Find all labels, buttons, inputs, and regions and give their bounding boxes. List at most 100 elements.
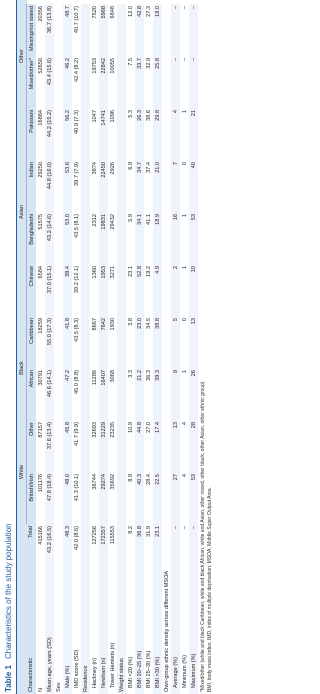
cell: 48.0 [64, 474, 71, 485]
cell: 8.9 [127, 474, 134, 482]
cell: 21.2 [136, 370, 143, 381]
cell: 1047 [91, 110, 98, 123]
cell: 56.2 [64, 110, 71, 121]
cell: 44.2 (15.2) [46, 110, 53, 138]
cell: 31.9 [145, 526, 152, 537]
table-row: Own-group ethnic density across differen… [162, 0, 171, 694]
cell: 34.5 [145, 318, 152, 329]
cell: 6.9 [127, 162, 134, 170]
cell: 31229 [100, 422, 107, 438]
table-row: Hackney (n) 127256 36744 32693 11286 8667 1360… [90, 0, 99, 694]
column-header: Indian [28, 162, 35, 178]
cell: 36744 [91, 474, 98, 490]
cell: 48.3 [64, 526, 71, 537]
section-label: Own-group ethnic density across differen… [163, 570, 170, 692]
cell: 43.2 (16.5) [46, 526, 53, 554]
cell: 42.8 [136, 6, 143, 17]
group-header-row: White Black Asian Other [17, 0, 27, 694]
row-label: Maximum (%) [190, 653, 197, 689]
cell: 0 [181, 162, 188, 166]
cell: 33.7 [136, 58, 143, 69]
cell: 3068 [109, 370, 116, 383]
cell: 22450 [100, 162, 107, 178]
cell: 415166 [37, 526, 44, 545]
row-label: BMI 25–30 (%) [145, 650, 152, 688]
table: White Black Asian Other Characteristic Total B… [17, 0, 198, 694]
cell: 53.6 [64, 162, 71, 173]
cell: 3874 [91, 162, 98, 175]
column-header: Total [28, 526, 35, 538]
cell: 11286 [91, 370, 98, 386]
table-row: Sex [54, 0, 63, 694]
cell: 16407 [100, 370, 107, 386]
table-row: Newham (n) 172357 29274 31229 16407 7642 1953 1… [99, 0, 108, 694]
cell: 42.4 (8.2) [73, 58, 80, 82]
cell: 30791 [37, 370, 44, 386]
cell: 40.7 (10.7) [73, 6, 80, 34]
cell: 53 [190, 474, 197, 481]
table-label: Table 1 [4, 665, 13, 692]
cell: 7642 [100, 318, 107, 331]
cell: 19831 [100, 214, 107, 230]
row-label: Average (%) [172, 657, 179, 688]
cell: 2926 [109, 162, 116, 175]
cell: 115553 [109, 526, 116, 545]
column-header: Missing/not stated [28, 6, 35, 52]
cell: 22.5 [154, 474, 161, 485]
cell: 27.3 [145, 6, 152, 17]
cell: 8.2 [127, 526, 134, 534]
cell: 28 [190, 422, 197, 429]
cell: 7520 [91, 6, 98, 19]
table-title-bar: Table 1 Characteristics of the study popu… [0, 0, 17, 694]
cell: 26 [190, 370, 197, 377]
cell: 4 [181, 474, 188, 478]
cell: 53 [190, 214, 197, 221]
cell: 38.8 [154, 318, 161, 329]
cell: 46.2 [64, 58, 71, 69]
cell: 8667 [91, 318, 98, 331]
cell: 32.9 [145, 58, 152, 69]
cell: 5.9 [127, 214, 134, 222]
cell: 43.4 (15.6) [46, 58, 53, 86]
cell: 17.4 [154, 422, 161, 433]
cell: 46.6 (14.1) [46, 370, 53, 398]
cell: 18.0 [154, 6, 161, 17]
cell: 13 [190, 318, 197, 325]
cell: 10 [190, 266, 197, 273]
cell: 12.0 [127, 6, 134, 17]
cell: 19.2 [145, 266, 152, 277]
cell: 29250 [37, 162, 44, 178]
cell: 16 [172, 214, 179, 221]
row-label: N [37, 687, 44, 692]
cell: 41.3 (10.1) [73, 474, 80, 502]
cell: 39.7 (7.9) [73, 162, 80, 186]
cell: 34.1 [136, 214, 143, 225]
column-header: British/Irish [28, 474, 35, 502]
cell: 3.8 [127, 318, 134, 326]
cell: 7.5 [127, 58, 134, 66]
cell: 4.9 [154, 266, 161, 274]
cell: 1953 [100, 266, 107, 279]
cell: 40.9 (7.3) [73, 110, 80, 134]
cell: 1930 [109, 318, 116, 331]
cell: 29432 [109, 214, 116, 230]
table-row: N 415166 101176 87157 30791 18259 6584 51575 292… [36, 0, 45, 694]
header-spacer [17, 0, 27, 4]
cell: 5988 [100, 6, 107, 19]
cell: – [181, 6, 188, 10]
cell: 21.0 [154, 162, 161, 173]
cell: – [190, 6, 197, 10]
table-row: BMI <20 (%) 8.2 8.9 10.9 3.3 3.8 23.1 5.9 6.9 5.3… [126, 0, 135, 694]
footnote: BMI, body mass index; IMD, index of mult… [207, 486, 213, 692]
cell: 14741 [100, 110, 107, 126]
column-header: Bangladeshi [28, 214, 35, 245]
row-label: Mean age, years (SD) [46, 637, 53, 692]
column-header: Chinese [28, 266, 35, 287]
table-row: Mean age, years (SD) 43.2 (16.5) 47.8 (18.… [45, 0, 54, 694]
cell: 32693 [91, 422, 98, 438]
cell: 2312 [91, 214, 98, 227]
cell: 19753 [91, 58, 98, 74]
column-header: African [28, 370, 35, 388]
cell: 41.7 (9.9) [73, 422, 80, 446]
column-header: Caribbean [28, 318, 35, 344]
